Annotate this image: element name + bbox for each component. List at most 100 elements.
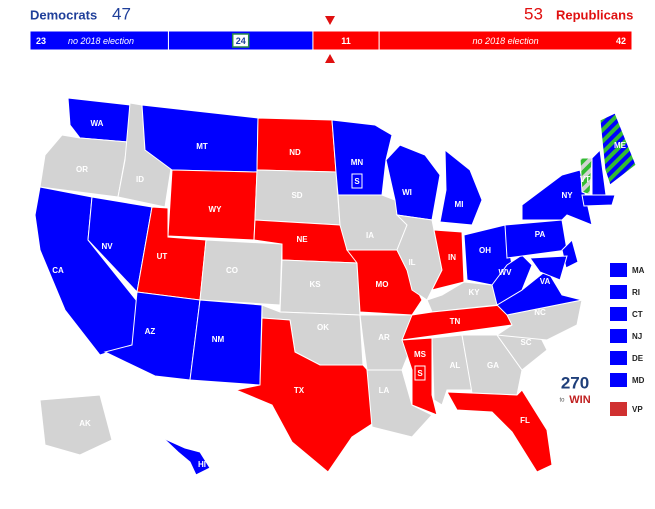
state-label: NY [561,191,573,200]
state-label: MS [414,350,427,359]
small-state-box [610,402,627,416]
small-state-label: MA [632,266,645,275]
small-state-label: MD [632,376,645,385]
bar-segment [378,30,633,51]
state-label: NV [101,242,113,251]
state-label: WA [91,119,104,128]
special-label: S [354,177,360,186]
small-state-box [610,307,627,321]
state [529,255,568,281]
special-label: S [417,369,423,378]
special-box [414,365,426,381]
logo-number: 270 [561,373,589,392]
small-state-label: DE [632,354,644,363]
segment-count: 23 [36,36,46,46]
state-label: FL [520,416,530,425]
majority-marker [325,16,335,25]
segment-count: 24 [236,36,246,46]
state-label: KS [309,280,321,289]
small-state-box [610,373,627,387]
state-label: IL [408,258,415,267]
state-label: IN [448,253,456,262]
balance-bar: 23 no 2018 election 24 11 42 no 2018 election [29,30,633,51]
state-label: OK [317,323,329,332]
state-label: AZ [145,327,156,336]
state [491,254,533,306]
state-label: VA [540,277,551,286]
state-label: GA [487,361,499,370]
state [331,119,393,196]
state [446,389,553,473]
state-label: ME [614,141,627,150]
state-label: TX [294,386,305,395]
small-state-label: VP [632,405,643,414]
state-label: CO [226,266,238,275]
states: WA OR CA NV ID MT WY UT AZ CO NM ND SD NE KS OK TX MN S IA M… [34,97,637,476]
state [199,239,283,306]
small-state-label: RI [632,288,640,297]
state-label: SD [291,191,302,200]
state-label: ND [289,148,301,157]
state-label: NE [296,235,308,244]
state [39,394,113,456]
small-state-box [610,285,627,299]
state-label: MN [351,158,364,167]
majority-marker [325,54,335,63]
segment-count: 11 [341,36,351,46]
small-state-label: CT [632,310,643,319]
state-label: NM [212,335,225,344]
count-box [231,33,250,48]
state [385,144,441,221]
state [599,112,637,186]
state-label: LA [379,386,390,395]
segment-count: 42 [616,36,626,46]
small-state-box [610,263,627,277]
dem-total: 47 [112,4,131,23]
state-label: MI [455,200,464,209]
state-label: PA [535,230,546,239]
state-label: WI [402,188,412,197]
state-label: VT [580,175,590,184]
dem-label: Democrats [30,7,97,22]
state [461,334,523,396]
state-label: IA [366,231,374,240]
small-state-label: NJ [632,332,642,341]
state [234,317,379,473]
rep-total: 53 [524,4,543,23]
segment-note: no 2018 election [68,36,134,46]
state-label: HI [198,460,206,469]
state-label: KY [468,288,480,297]
state-label: NC [534,308,546,317]
state [159,434,211,476]
rep-label: Republicans [556,7,633,22]
state-label: MT [196,142,208,151]
state-label: AL [450,361,461,370]
logo-word: WIN [569,394,590,406]
state-label: SC [520,338,531,347]
state [256,117,337,173]
state-label: AK [79,419,91,428]
logo-box [553,373,597,407]
state-label: OR [76,165,88,174]
state-label: ID [136,175,144,184]
state [189,299,263,386]
state-label: TN [450,317,461,326]
small-states: MA RI CT NJ DE MD VP [610,263,645,416]
state [366,369,433,438]
logo-to: to [559,398,565,404]
state-label: CA [52,266,64,275]
state-label: MO [376,280,389,289]
state [581,194,616,207]
state-label: UT [157,252,168,261]
state-label: WV [499,268,513,277]
small-state-box [610,351,627,365]
state-label: OH [479,246,491,255]
segment-note: no 2018 election [473,36,539,46]
logo: 270 to WIN [553,373,597,407]
state-label: AR [378,333,390,342]
small-state-box [610,329,627,343]
state [431,229,465,291]
state-label: WY [209,205,223,214]
